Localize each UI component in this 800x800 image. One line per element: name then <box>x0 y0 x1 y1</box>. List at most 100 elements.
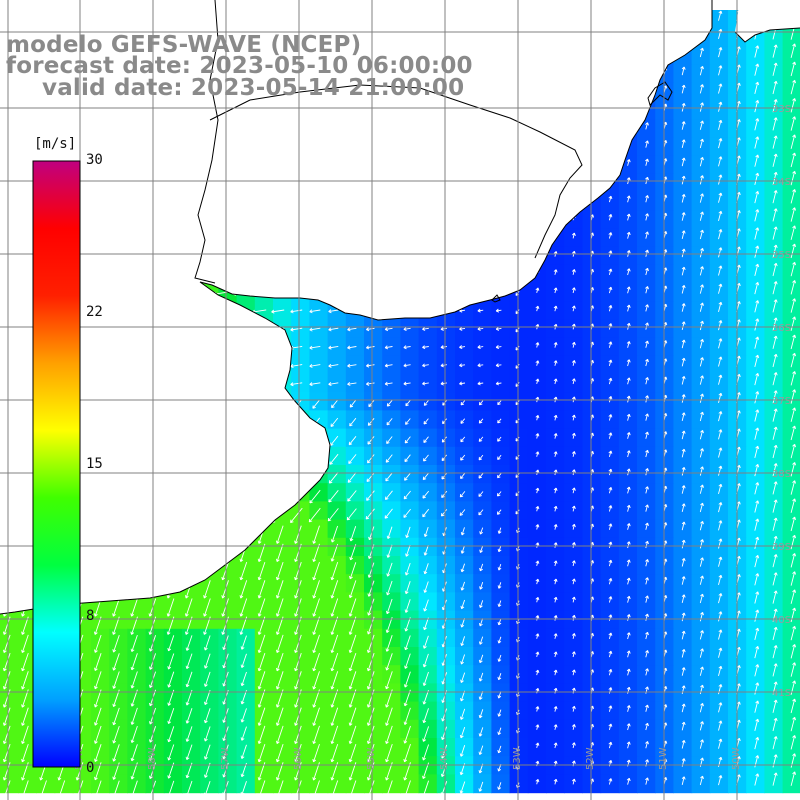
wind-arrow <box>535 451 540 457</box>
wind-arrow <box>553 742 558 749</box>
wind-arrow <box>441 490 448 499</box>
longitude-label: 50W <box>731 747 742 770</box>
wind-arrow <box>553 615 558 621</box>
wind-arrow <box>275 616 284 635</box>
wind-arrow <box>571 651 576 658</box>
wind-arrow <box>718 65 723 76</box>
lagoon-outline <box>647 81 673 106</box>
wind-speed-cell <box>509 301 529 320</box>
wind-arrow <box>403 327 411 332</box>
wind-arrow <box>203 744 211 760</box>
wind-arrow <box>681 121 686 130</box>
wind-arrow <box>257 543 266 563</box>
wind-arrow <box>699 102 704 112</box>
wind-arrow <box>385 454 393 463</box>
wind-arrow <box>203 689 211 706</box>
wind-arrow <box>167 780 175 797</box>
wind-arrow <box>497 436 502 442</box>
wind-arrow <box>312 399 320 409</box>
wind-arrow <box>772 135 778 149</box>
wind-arrow <box>772 408 778 422</box>
wind-arrow <box>718 265 723 276</box>
wind-arrow <box>553 287 558 294</box>
wind-arrow <box>112 707 120 726</box>
wind-arrow <box>699 648 704 658</box>
wind-arrow <box>681 102 686 112</box>
wind-arrow <box>348 616 357 635</box>
wind-arrow <box>347 345 357 350</box>
wind-arrow <box>699 120 704 130</box>
wind-arrow <box>185 726 193 742</box>
forecast-date: forecast date: 2023-05-10 06:00:00 <box>6 53 473 79</box>
wind-arrow <box>608 450 613 458</box>
wind-arrow <box>348 436 357 446</box>
wind-arrow <box>94 744 102 763</box>
wind-arrow <box>347 327 357 332</box>
wind-arrow <box>112 616 120 635</box>
wind-arrow <box>772 190 778 204</box>
wind-arrow <box>290 507 303 524</box>
wind-arrow <box>754 45 760 58</box>
wind-arrow <box>790 534 797 550</box>
wind-arrow <box>478 473 484 479</box>
wind-arrow <box>608 505 613 512</box>
wind-arrow <box>571 633 576 639</box>
wind-arrow <box>479 545 484 553</box>
wind-arrow <box>257 780 266 799</box>
wind-arrow <box>21 652 29 672</box>
wind-arrow <box>185 744 193 761</box>
wind-arrow <box>718 775 723 786</box>
wind-arrow <box>497 636 502 644</box>
wind-arrow <box>571 432 576 439</box>
wind-arrow <box>718 483 723 495</box>
wind-arrow <box>423 581 429 593</box>
wind-arrow <box>130 744 138 762</box>
wind-arrow <box>718 556 723 567</box>
wind-arrow <box>312 652 320 672</box>
wind-arrow <box>404 599 411 613</box>
wind-arrow <box>718 502 723 513</box>
wind-arrow <box>112 780 120 799</box>
wind-arrow <box>790 443 797 459</box>
wind-arrow <box>403 780 411 799</box>
wind-arrow <box>441 454 448 462</box>
wind-arrow <box>645 704 649 712</box>
wind-arrow <box>497 400 502 406</box>
wind-arrow <box>348 652 357 672</box>
wind-arrow <box>608 559 613 567</box>
wind-arrow <box>772 317 778 331</box>
wind-arrow <box>626 468 631 476</box>
wind-arrow <box>203 653 211 669</box>
wind-arrow <box>681 539 686 549</box>
wind-arrow <box>203 616 211 635</box>
wind-arrow <box>440 509 448 517</box>
wind-arrow <box>330 743 339 763</box>
wind-speed-cell <box>509 374 529 393</box>
wind-arrow <box>754 518 760 531</box>
wind-arrow <box>403 490 411 500</box>
wind-arrow <box>699 65 704 76</box>
wind-arrow <box>460 545 465 554</box>
wind-arrow <box>239 561 248 581</box>
wind-arrow <box>535 414 540 421</box>
wind-arrow <box>790 280 797 295</box>
wind-arrow <box>478 672 484 682</box>
wind-arrow <box>608 341 613 348</box>
wind-arrow <box>460 527 465 536</box>
wind-arrow <box>535 360 540 366</box>
wind-arrow <box>535 706 540 712</box>
wind-arrow <box>681 266 686 276</box>
wind-arrow <box>478 618 484 627</box>
wind-arrow <box>479 563 484 572</box>
wind-arrow <box>366 490 375 501</box>
wind-arrow <box>718 320 723 331</box>
wind-arrow <box>608 778 613 785</box>
wind-arrow <box>718 283 723 294</box>
wind-arrow <box>626 231 631 239</box>
wind-arrow <box>275 780 284 799</box>
wind-arrow <box>497 473 502 479</box>
wind-arrow <box>184 598 193 617</box>
wind-arrow <box>681 739 686 749</box>
wind-arrow <box>294 725 302 745</box>
wind-arrow <box>772 517 778 531</box>
